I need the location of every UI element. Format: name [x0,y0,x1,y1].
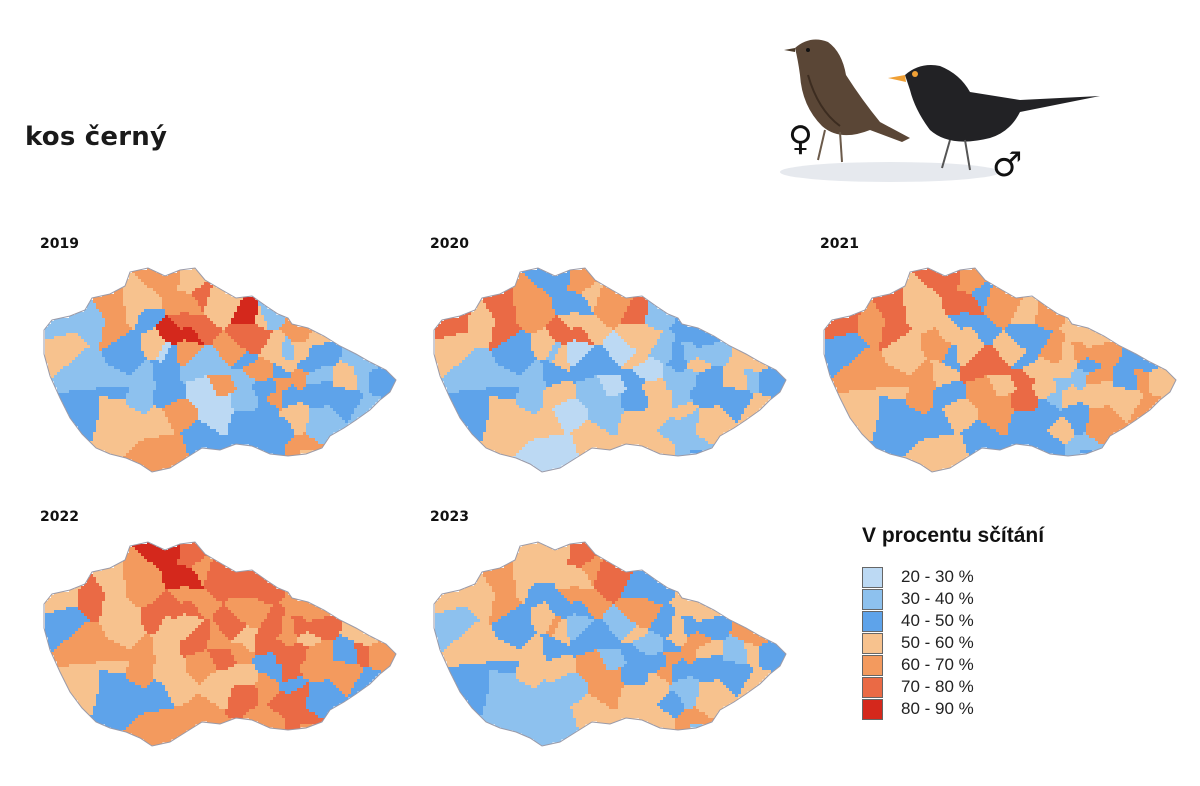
year-label-2020: 2020 [430,236,469,252]
year-label-2019: 2019 [40,236,79,252]
legend-item: 50 - 60 % [862,632,1044,654]
country-outline [43,541,397,747]
legend-swatch [862,566,883,588]
map-2020 [433,267,787,473]
page-title: kos černý [25,122,167,152]
map-2023 [433,541,787,747]
blackbird-illustration: ♀ ♂ [780,39,1100,185]
female-symbol: ♀ [788,119,813,159]
legend-item: 20 - 30 % [862,566,1044,588]
legend-label: 30 - 40 % [901,589,974,609]
year-label-2022: 2022 [40,509,79,525]
legend-label: 50 - 60 % [901,633,974,653]
male-symbol: ♂ [992,145,1022,185]
year-label-2021: 2021 [820,236,859,252]
female-bird [784,39,910,163]
legend-item: 30 - 40 % [862,588,1044,610]
country-outline [823,267,1177,473]
legend-title: V procentu sčítání [862,524,1044,548]
legend-label: 40 - 50 % [901,611,974,631]
legend-swatch [862,698,883,720]
legend-label: 80 - 90 % [901,699,974,719]
legend-item: 60 - 70 % [862,654,1044,676]
map-2019 [43,267,397,473]
map-2022 [43,541,397,747]
legend-item: 70 - 80 % [862,676,1044,698]
legend-swatch [862,610,883,632]
legend-label: 60 - 70 % [901,655,974,675]
legend-swatch [862,676,883,698]
country-outline [433,541,787,747]
country-outline [43,267,397,473]
legend-label: 70 - 80 % [901,677,974,697]
legend-swatch [862,654,883,676]
legend: V procentu sčítání 20 - 30 % 30 - 40 % 40 … [862,524,1044,720]
legend-swatch [862,632,883,654]
map-2021 [823,267,1177,473]
male-bird [888,65,1100,171]
country-outline [433,267,787,473]
year-label-2023: 2023 [430,509,469,525]
legend-item: 80 - 90 % [862,698,1044,720]
legend-label: 20 - 30 % [901,567,974,587]
legend-swatch [862,588,883,610]
legend-item: 40 - 50 % [862,610,1044,632]
